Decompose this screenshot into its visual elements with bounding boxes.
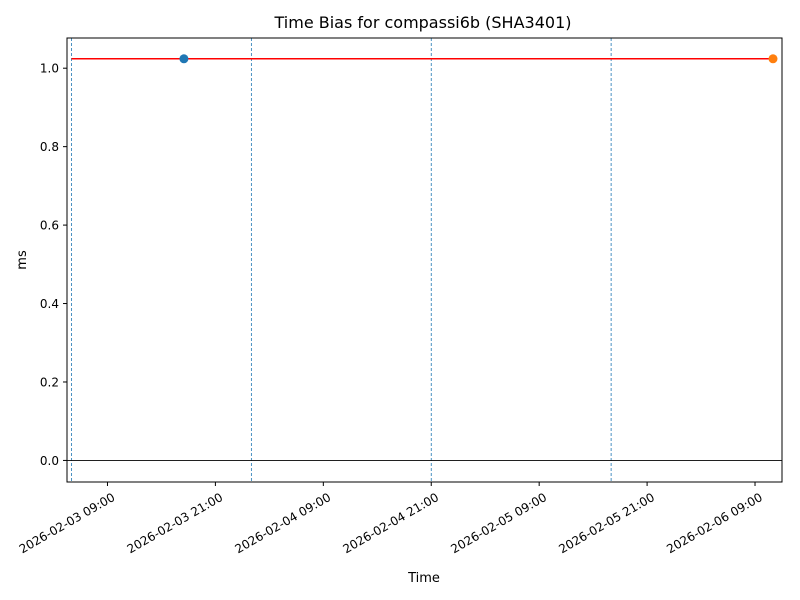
x-axis-label: Time [407, 571, 440, 586]
y-tick-label: 0.8 [40, 140, 59, 154]
y-tick-label: 0.6 [40, 219, 59, 233]
y-tick-label: 0.0 [40, 454, 59, 468]
y-tick-label: 1.0 [40, 62, 59, 76]
y-axis-label: ms [15, 250, 30, 270]
y-tick-label: 0.2 [40, 375, 59, 389]
axes-frame [66, 37, 783, 483]
y-tick-label: 0.4 [40, 297, 59, 311]
data-point [768, 54, 778, 64]
chart-title: Time Bias for compassi6b (SHA3401) [274, 13, 572, 32]
data-point [179, 54, 189, 64]
